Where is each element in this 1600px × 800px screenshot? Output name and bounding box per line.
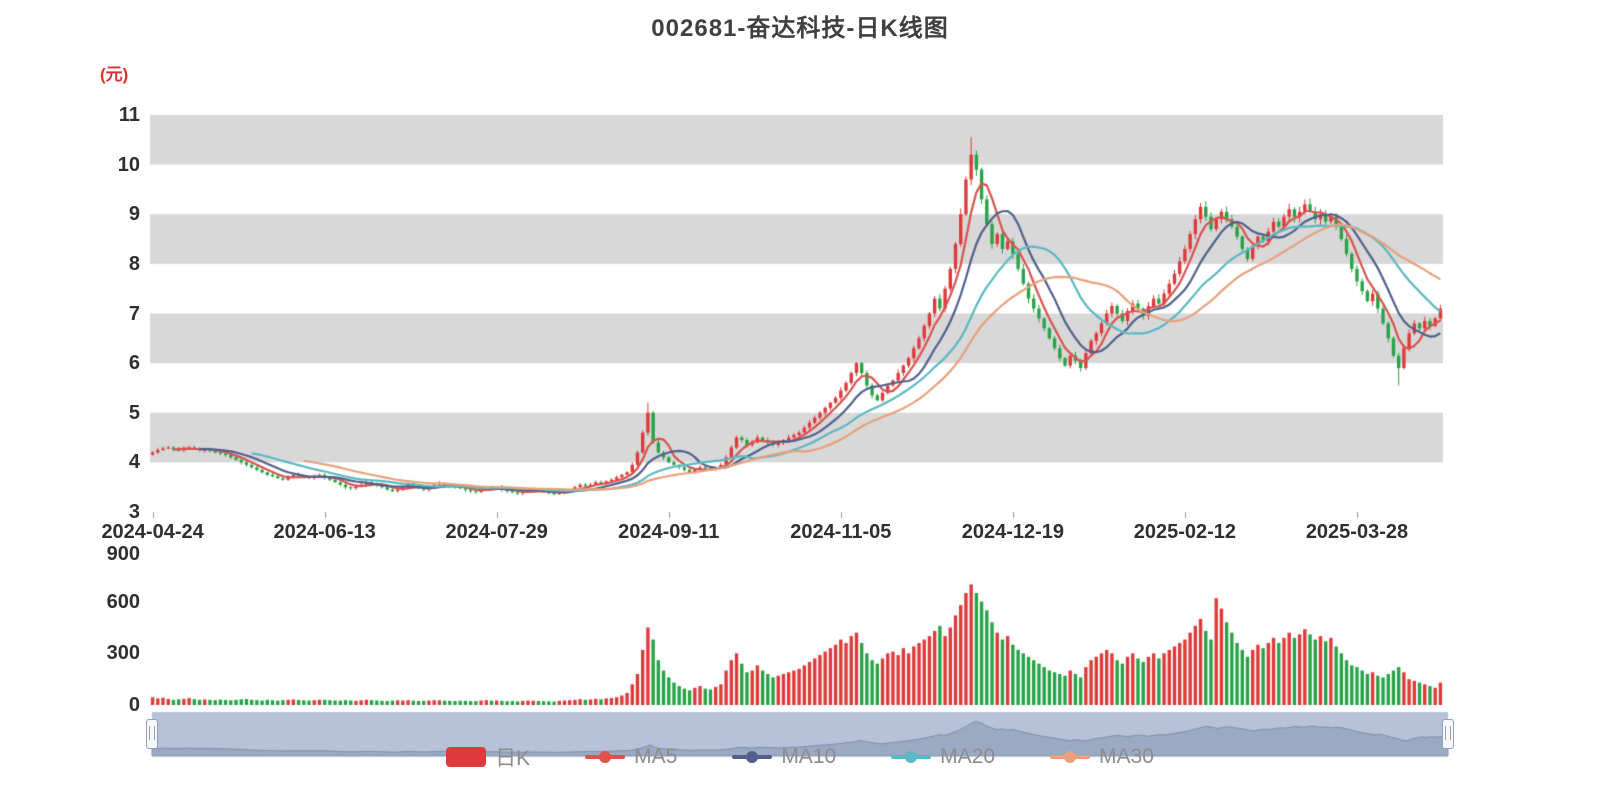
volume-axis-tick-label: 600 [106,590,140,613]
legend-item-label: MA20 [940,745,996,768]
legend-item-label: MA10 [781,745,837,768]
price-axis-tick-label: 11 [118,104,140,126]
legend-item-daily-k[interactable]: 日K [446,742,530,772]
price-axis-tick-label: 4 [128,451,140,474]
ma20-line-legend-icon [891,751,932,763]
volume-axis-tick-label: 900 [106,543,140,565]
volume-axis-tick-label: 0 [128,694,140,716]
legend-item-ma30[interactable]: MA30 [1050,745,1154,769]
datazoom-left-handle[interactable] [146,719,158,749]
chart-legend: 日K MA5 MA10 MA20 MA30 [0,742,1600,772]
price-axis-tick-label: 8 [128,252,140,275]
price-axis-tick-label: 10 [117,153,140,176]
ma30-line-legend-icon [1050,751,1091,763]
legend-item-ma10[interactable]: MA10 [732,745,836,769]
price-axis-tick-label: 9 [128,203,140,226]
legend-item-ma20[interactable]: MA20 [891,745,995,769]
date-axis-tick-label: 2024-04-24 [101,521,204,543]
date-axis-tick-label: 2024-11-05 [790,521,892,543]
date-axis-tick-label: 2024-09-11 [618,521,720,543]
date-axis-tick-label: 2024-12-19 [961,521,1065,543]
ma10-dot-icon [746,751,759,763]
ma5-line-legend-icon [585,751,626,763]
ma10-line-legend-icon [732,751,773,763]
legend-item-ma5[interactable]: MA5 [585,745,677,769]
legend-item-label: 日K [495,747,531,770]
date-axis-tick-label: 2025-03-28 [1305,521,1409,543]
price-axis-tick-label: 3 [128,501,140,523]
ma20-dot-icon [905,751,918,763]
volume-axis-tick-label: 300 [106,642,140,665]
price-axis-tick-label: 7 [128,302,140,325]
legend-item-label: MA30 [1099,745,1154,768]
candlestick-legend-icon [446,747,487,767]
date-axis-tick-label: 2024-06-13 [273,521,376,543]
price-axis-tick-label: 6 [128,352,140,375]
date-axis-tick-label: 2025-02-12 [1133,521,1237,543]
price-axis-tick-label: 5 [128,401,140,424]
date-axis-tick-label: 2024-07-29 [445,521,548,543]
datazoom-right-handle[interactable] [1442,719,1454,749]
legend-item-label: MA5 [634,745,678,768]
ma5-dot-icon [599,751,612,763]
ma30-dot-icon [1064,751,1077,763]
